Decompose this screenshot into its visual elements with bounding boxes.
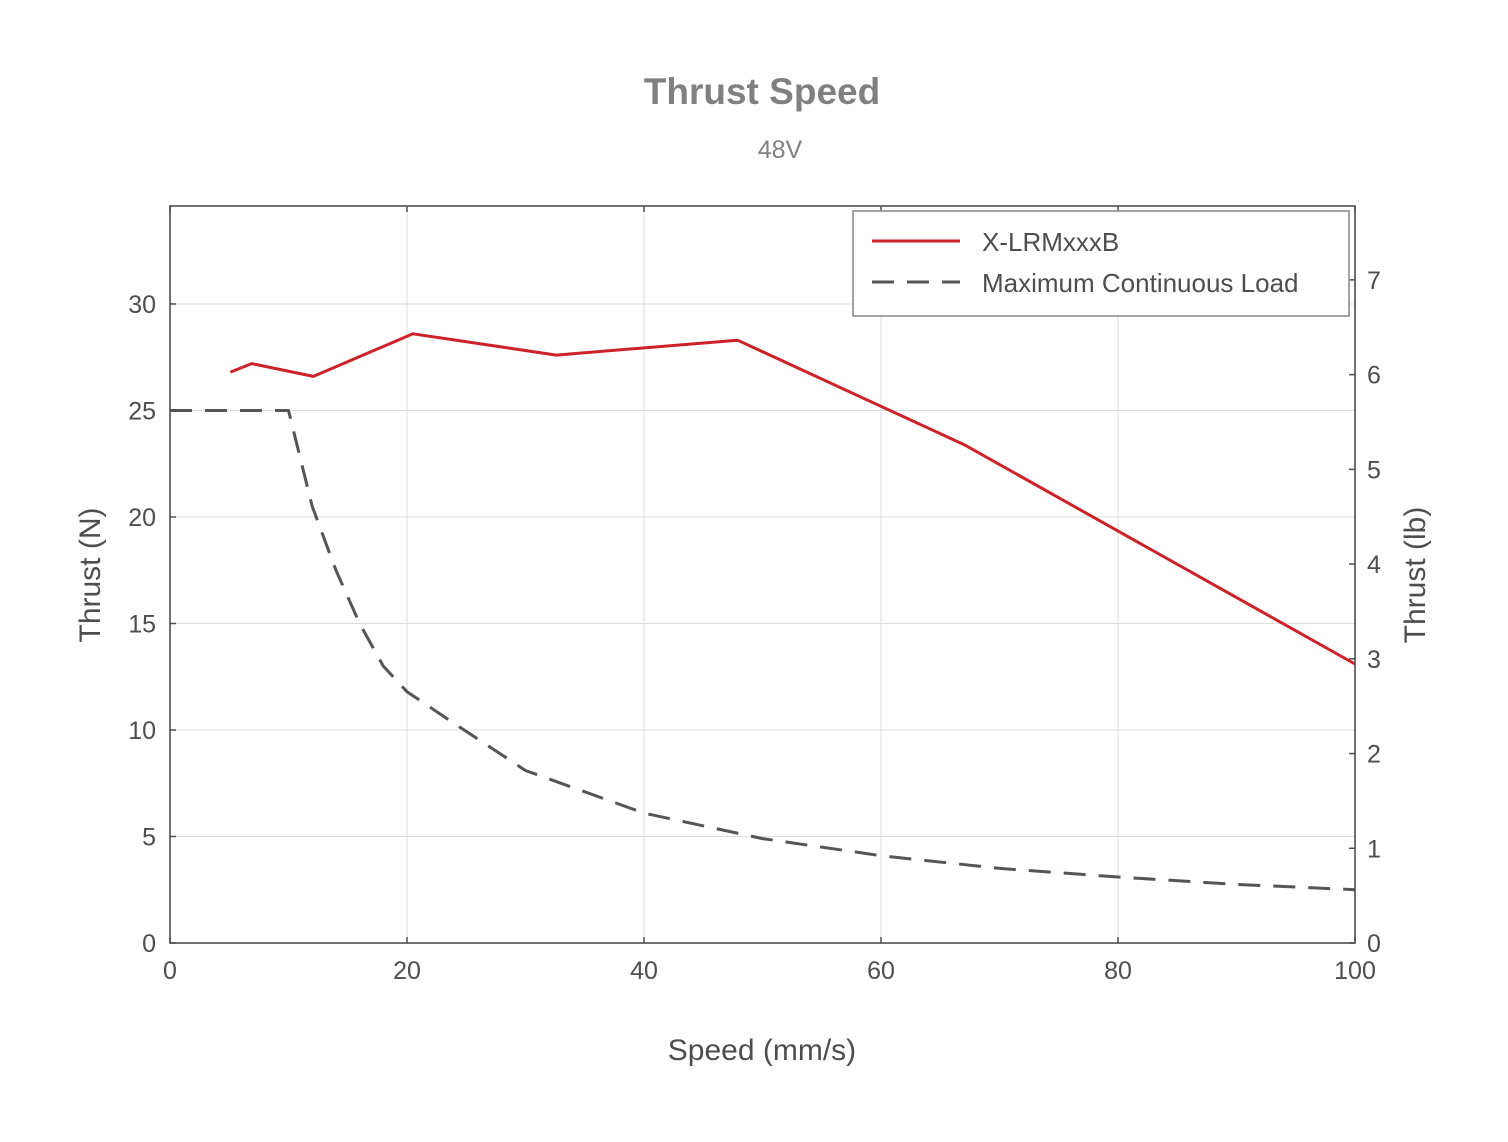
- y2-tick-label: 3: [1367, 646, 1381, 674]
- y2-tick-label: 4: [1367, 551, 1381, 579]
- y2-tick-label: 2: [1367, 741, 1381, 769]
- y-tick-label: 30: [128, 291, 156, 319]
- x-tick-label: 60: [867, 957, 895, 985]
- y-axis-label: Thrust (N): [74, 508, 107, 643]
- y2-axis-label: Thrust (lb): [1399, 507, 1432, 644]
- y2-tick-label: 7: [1367, 267, 1381, 295]
- y2-tick-label: 5: [1367, 456, 1381, 484]
- series-line-0: [229, 332, 1356, 666]
- legend-box: [852, 210, 1350, 317]
- legend: X-LRMxxxB Maximum Continuous Load: [852, 210, 1350, 317]
- chart-subtitle: 48V: [758, 136, 803, 164]
- y-tick-label: 15: [128, 610, 156, 638]
- plot-frame: [169, 205, 1356, 944]
- series-layer: [170, 332, 1356, 892]
- legend-label-x-lrmxxxb: X-LRMxxxB: [982, 227, 1119, 257]
- chart-title: Thrust Speed: [644, 71, 880, 112]
- legend-label-max-continuous-load: Maximum Continuous Load: [982, 268, 1299, 298]
- x-tick-label: 40: [630, 957, 658, 985]
- x-tick-label: 100: [1334, 957, 1376, 985]
- y-tick-label: 20: [128, 504, 156, 532]
- y2-tick-label: 0: [1367, 930, 1381, 958]
- x-tick-label: 20: [393, 957, 421, 985]
- y-tick-label: 10: [128, 717, 156, 745]
- y2-tick-label: 6: [1367, 362, 1381, 390]
- x-axis-label: Speed (mm/s): [668, 1034, 856, 1067]
- y-tick-label: 25: [128, 397, 156, 425]
- x-tick-label: 0: [163, 957, 177, 985]
- y-tick-label: 5: [142, 823, 156, 851]
- y2-tick-label: 1: [1367, 835, 1381, 863]
- y-tick-label: 0: [142, 930, 156, 958]
- x-tick-label: 80: [1104, 957, 1132, 985]
- series-line-1: [170, 409, 1356, 892]
